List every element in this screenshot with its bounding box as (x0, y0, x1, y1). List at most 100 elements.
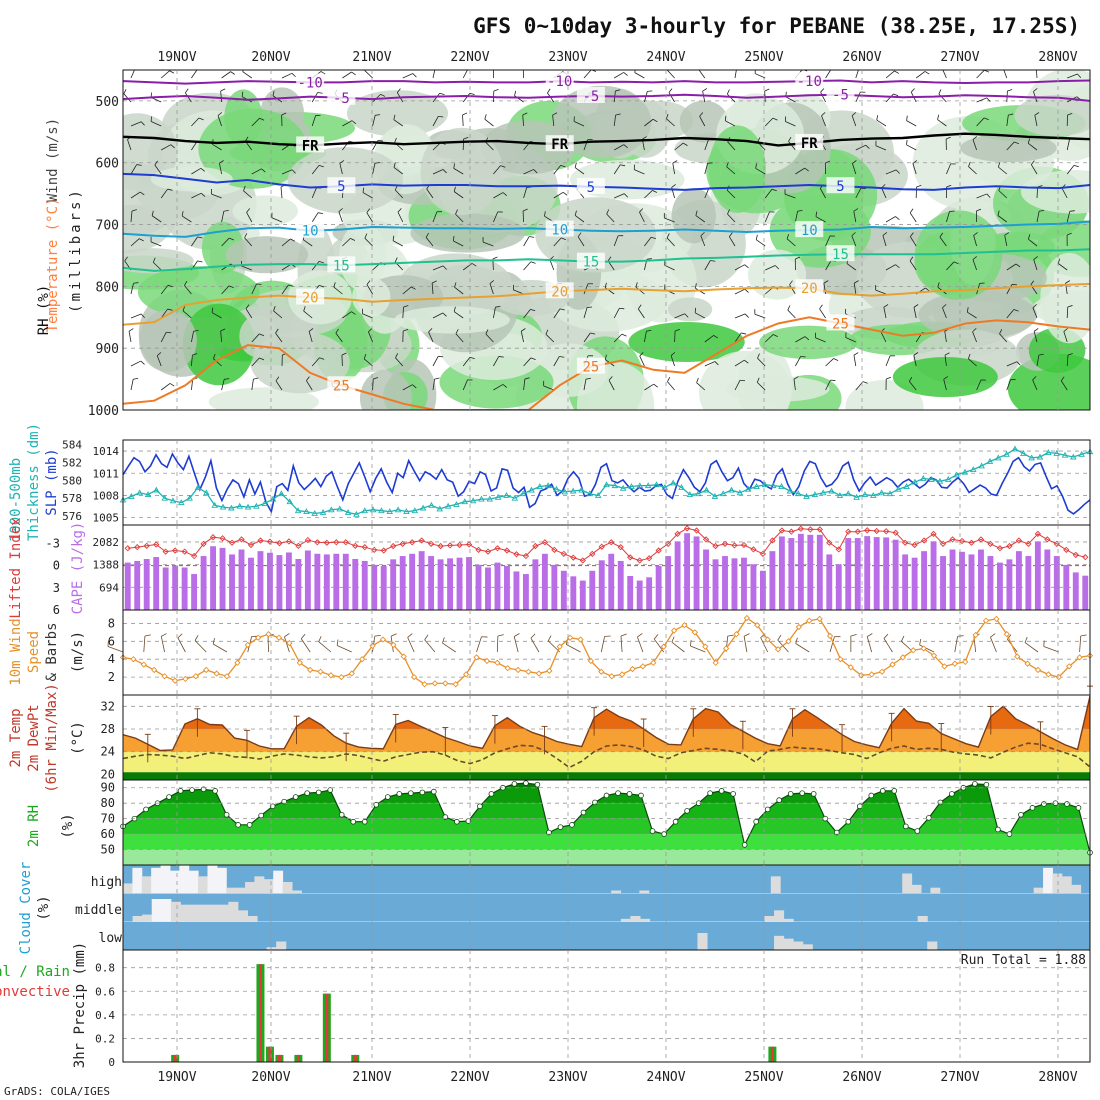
thickness-point (928, 475, 935, 482)
wind-barb (1028, 143, 1038, 151)
wind-barb-flag (502, 384, 508, 388)
wind-barb (522, 210, 524, 223)
wind-barb (362, 192, 373, 199)
precip-tick-0.8: 0.8 (95, 962, 115, 975)
li-point (570, 554, 577, 561)
wind-barb-flag (757, 137, 761, 143)
wind-barb (755, 168, 766, 175)
rh-point (983, 781, 990, 788)
wind-barb-flag (895, 169, 900, 174)
wind-barb (913, 355, 917, 367)
wind10-point (1024, 660, 1031, 667)
wind10-barb (795, 643, 810, 653)
wind-barb-flag (454, 282, 457, 288)
wind-barb (764, 334, 774, 343)
isotherm-FR (123, 132, 1090, 147)
wind-barb (825, 235, 831, 247)
cape-bar (703, 549, 709, 610)
wind-barb (372, 163, 376, 175)
wind-barb (545, 334, 555, 343)
wind-barb-flag (893, 93, 899, 97)
wind-barb-flag (607, 256, 612, 262)
cloud-cell-high (911, 884, 922, 894)
wind10-point (618, 671, 626, 678)
cloud-cell-high (1061, 876, 1072, 894)
wind-barb-flag (823, 280, 829, 284)
wind-barb (493, 192, 504, 199)
wind-barb (130, 283, 134, 295)
wind-barb (1006, 284, 1013, 295)
wind-barb (909, 260, 917, 271)
wind-barb (1066, 165, 1075, 175)
li-point (920, 537, 928, 544)
wind-barb (191, 236, 198, 247)
rh-point (707, 790, 713, 796)
cape-bar (522, 574, 529, 610)
li-point (627, 554, 634, 561)
isotherm-label-25: 25 (832, 316, 849, 332)
wind10-point (514, 666, 522, 674)
wind10-barb-flag (727, 634, 734, 637)
cloud-cell-high (1071, 884, 1082, 894)
date-top-21NOV: 21NOV (352, 50, 391, 65)
li-point (503, 547, 511, 554)
wind-barb (819, 308, 826, 319)
cape-bar (1044, 549, 1051, 610)
wind-barb-flag (351, 311, 356, 315)
li-point (636, 557, 643, 564)
wind-barb (853, 355, 857, 367)
wind-barb-flag (151, 210, 154, 216)
wind-barb-flag (894, 70, 900, 74)
rh-point (350, 818, 357, 825)
wind10-barb-flag (883, 633, 889, 639)
cape-bar (598, 560, 605, 610)
wind-barb (335, 332, 343, 343)
cape-bar (674, 541, 681, 610)
wind-barb (308, 331, 313, 343)
thickness-point (469, 497, 477, 504)
date-bottom-19NOV: 19NOV (157, 1070, 196, 1085)
li-point (617, 544, 624, 551)
wind-barb-flag (500, 165, 506, 168)
wind-barb (882, 235, 887, 247)
wind-barb (644, 383, 654, 391)
label-precip: 3hr Precip (mm) (72, 942, 88, 1068)
wind-barb (946, 211, 950, 223)
cape-bar (475, 564, 482, 610)
thickness-point (594, 492, 602, 498)
wind-barb (875, 145, 887, 151)
wind-barb-flag (230, 71, 235, 75)
thk-tick-576: 576 (62, 510, 82, 523)
wind-barb (302, 239, 313, 247)
wind10-point (244, 641, 251, 649)
wind-barb-flag (652, 190, 658, 193)
wind-barb (734, 332, 742, 343)
wind-barb (342, 311, 352, 319)
cape-bar (579, 580, 586, 610)
isotherm-label--10: -10 (547, 74, 572, 90)
wind-barb (755, 239, 766, 247)
rh-point (166, 794, 172, 800)
cape-bar (295, 559, 302, 610)
cape-bar (504, 565, 510, 610)
wind-barb-flag (228, 285, 234, 288)
wind-barb-flag (394, 137, 397, 143)
thickness-point (661, 483, 669, 490)
li-point (380, 547, 387, 554)
isotherm-label-FR: FR (551, 137, 568, 153)
ptick-600: 600 (96, 157, 119, 172)
wind10-point (307, 666, 314, 674)
wind-barb (523, 169, 534, 175)
wind-barb (493, 307, 496, 319)
wind-barb (221, 285, 230, 295)
wind10-point (941, 663, 948, 670)
wind-barb (823, 283, 826, 295)
li-point (845, 528, 852, 535)
wind-barb-flag (318, 260, 324, 264)
isotherm-label-25: 25 (333, 378, 350, 394)
wind-barb (1003, 70, 1008, 79)
wind10-point (566, 634, 574, 641)
wind10-point (691, 629, 699, 636)
